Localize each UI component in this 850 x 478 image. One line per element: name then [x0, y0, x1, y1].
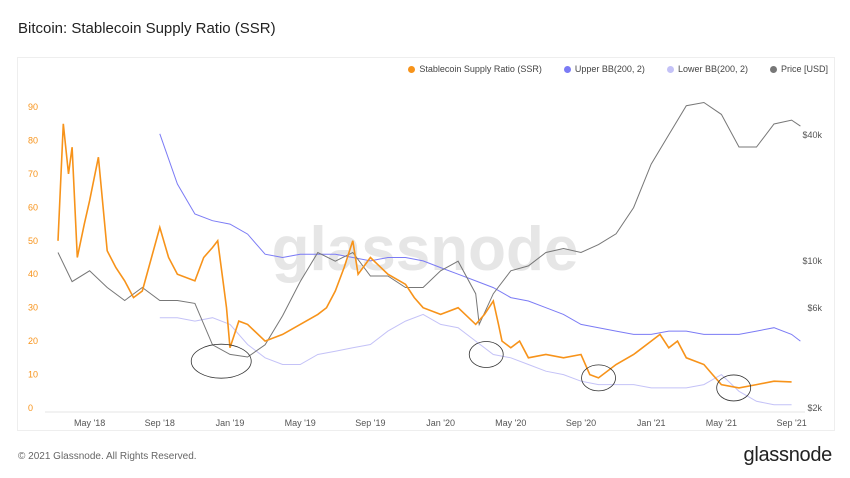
- y-left-tick-label: 50: [28, 236, 38, 246]
- y-right-tick-label: $10k: [802, 256, 822, 266]
- legend-item[interactable]: Stablecoin Supply Ratio (SSR): [408, 64, 542, 74]
- y-left-tick-label: 60: [28, 202, 38, 212]
- y-right-tick-label: $40k: [802, 130, 822, 140]
- x-tick-label: May '20: [495, 418, 526, 428]
- series-line-lower: [159, 313, 792, 406]
- legend: Stablecoin Supply Ratio (SSR) Upper BB(20…: [408, 64, 828, 74]
- legend-label: Stablecoin Supply Ratio (SSR): [419, 64, 542, 74]
- y-left-tick-label: 40: [28, 269, 38, 279]
- legend-dot-icon: [769, 65, 777, 73]
- x-tick-label: May '18: [74, 418, 105, 428]
- legend-label: Upper BB(200, 2): [574, 64, 645, 74]
- x-tick-label: May '21: [706, 418, 737, 428]
- chart-panel: [17, 57, 835, 431]
- watermark: glassnode: [272, 215, 579, 284]
- y-left-tick-label: 80: [28, 135, 38, 145]
- x-tick-label: Jan '19: [216, 418, 245, 428]
- series-line-price: [57, 101, 801, 358]
- legend-label: Lower BB(200, 2): [677, 64, 748, 74]
- y-left-tick-label: 70: [28, 169, 38, 179]
- y-left-tick-label: 90: [28, 102, 38, 112]
- series-line-upper: [159, 133, 801, 342]
- glassnode-logo[interactable]: glassnode: [743, 444, 833, 466]
- copyright: © 2021 Glassnode. All Rights Reserved.: [18, 451, 197, 462]
- legend-item[interactable]: Upper BB(200, 2): [563, 64, 645, 74]
- legend-item[interactable]: Lower BB(200, 2): [666, 64, 748, 74]
- legend-dot-icon: [408, 65, 416, 73]
- y-right-tick-label: $6k: [807, 303, 822, 313]
- y-left-tick-label: 30: [28, 303, 38, 313]
- annotation-circle: [468, 341, 504, 368]
- x-tick-label: Sep '19: [355, 418, 385, 428]
- legend-item[interactable]: Price [USD]: [769, 64, 828, 74]
- y-left-tick-label: 10: [28, 370, 38, 380]
- x-tick-label: Sep '18: [145, 418, 175, 428]
- y-left-tick-label: 0: [28, 403, 33, 413]
- x-tick-label: Sep '20: [566, 418, 596, 428]
- annotation-circle: [716, 374, 752, 402]
- legend-label: Price [USD]: [780, 64, 828, 74]
- x-tick-label: Sep '21: [776, 418, 806, 428]
- annotation-circle: [190, 343, 252, 379]
- y-left-tick-label: 20: [28, 336, 38, 346]
- legend-dot-icon: [666, 65, 674, 73]
- annotation-circle: [581, 364, 616, 392]
- x-tick-label: Jan '20: [426, 418, 455, 428]
- page-title: Bitcoin: Stablecoin Supply Ratio (SSR): [18, 20, 276, 37]
- x-tick-label: May '19: [285, 418, 316, 428]
- legend-dot-icon: [563, 65, 571, 73]
- series-line-stablecoin: [57, 123, 792, 389]
- x-tick-label: Jan '21: [637, 418, 666, 428]
- y-right-tick-label: $2k: [807, 403, 822, 413]
